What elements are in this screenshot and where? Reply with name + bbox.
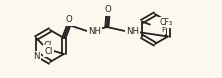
Text: NH: NH [126,27,139,35]
Text: CF₃: CF₃ [160,18,173,27]
Text: O: O [65,16,72,24]
Text: Cl: Cl [44,41,52,50]
Text: N: N [33,52,39,61]
Text: O: O [105,6,111,15]
Text: F: F [161,27,165,33]
Text: NH: NH [88,27,101,35]
Text: Cl: Cl [45,46,53,56]
